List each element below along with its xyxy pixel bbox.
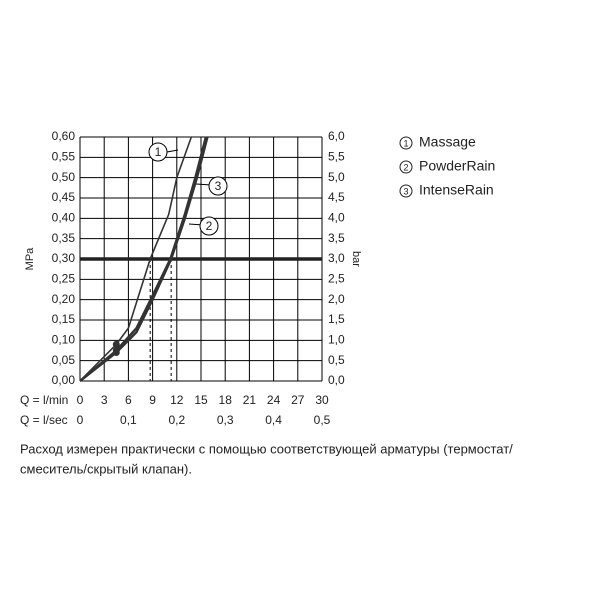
callout-circle (208, 176, 228, 196)
x-axis-label: Q = l/min (20, 393, 68, 407)
x-tick-label: 18 (219, 393, 233, 407)
y2-tick-label: 1,0 (328, 333, 345, 347)
y-tick-label: 0,60 (52, 129, 76, 143)
y2-tick-label: 4,0 (328, 211, 345, 225)
series-line (79, 136, 209, 382)
callout-circle (199, 216, 219, 236)
x-tick-label: 0 (77, 393, 84, 407)
y-axis-label: MPa (24, 247, 36, 271)
callout-leader (166, 149, 179, 153)
callout-label: 3 (215, 179, 222, 193)
y-tick-label: 0,45 (52, 190, 76, 204)
x2-tick-label: 0 (77, 413, 84, 427)
x-tick-label: 9 (149, 393, 156, 407)
x-tick-label: 27 (291, 393, 305, 407)
x2-tick-label: 0,5 (314, 413, 331, 427)
y-tick-label: 0,00 (52, 373, 76, 387)
legend-marker-label: 1 (403, 138, 408, 148)
callout-circle (148, 142, 168, 162)
y2-tick-label: 0,5 (328, 353, 345, 367)
series-point (112, 340, 120, 348)
legend-label: Massage (419, 134, 476, 150)
x2-tick-label: 0,2 (168, 413, 185, 427)
y2-tick-label: 6,0 (328, 129, 345, 143)
y2-tick-label: 0,0 (328, 373, 345, 387)
x-tick-label: 24 (267, 393, 281, 407)
legend-marker (399, 136, 413, 150)
y2-tick-label: 5,5 (328, 150, 345, 164)
y-tick-label: 0,30 (52, 251, 76, 265)
y-tick-label: 0,50 (52, 170, 76, 184)
caption: смеситель/скрытый клапан). (20, 461, 192, 476)
legend-label: IntenseRain (419, 182, 494, 198)
y-tick-label: 0,55 (52, 150, 76, 164)
x-tick-label: 3 (101, 393, 108, 407)
callout-label: 2 (206, 219, 213, 233)
y2-tick-label: 5,0 (328, 170, 345, 184)
caption: Расход измерен практически с помощью соо… (20, 441, 513, 456)
x-tick-label: 21 (243, 393, 257, 407)
y-tick-label: 0,20 (52, 292, 76, 306)
y2-tick-label: 2,0 (328, 292, 345, 306)
y-tick-label: 0,15 (52, 312, 76, 326)
y2-tick-label: 4,5 (328, 190, 345, 204)
y2-tick-label: 2,5 (328, 272, 345, 286)
x-tick-label: 15 (194, 393, 208, 407)
legend-marker (399, 160, 413, 174)
legend-marker-label: 3 (403, 186, 408, 196)
y2-tick-label: 3,0 (328, 251, 345, 265)
y2-tick-label: 3,5 (328, 231, 345, 245)
legend-marker (399, 184, 413, 198)
series-line (79, 136, 208, 382)
legend-marker-label: 2 (403, 162, 408, 172)
y-tick-label: 0,35 (52, 231, 76, 245)
x2-tick-label: 0,3 (217, 413, 234, 427)
x2-tick-label: 0,1 (120, 413, 137, 427)
x2-axis-label: Q = l/sec (20, 413, 68, 427)
y-tick-label: 0,10 (52, 333, 76, 347)
y-tick-label: 0,05 (52, 353, 76, 367)
x-tick-label: 12 (170, 393, 184, 407)
y-tick-label: 0,25 (52, 272, 76, 286)
y-tick-label: 0,40 (52, 211, 76, 225)
callout-label: 1 (155, 145, 162, 159)
y2-tick-label: 1,5 (328, 312, 345, 326)
series-point (112, 347, 120, 354)
x2-tick-label: 0,4 (265, 413, 282, 427)
x-tick-label: 30 (315, 393, 329, 407)
legend-label: PowderRain (419, 158, 495, 174)
y2-axis-label: bar (350, 251, 362, 267)
x-tick-label: 6 (125, 393, 132, 407)
